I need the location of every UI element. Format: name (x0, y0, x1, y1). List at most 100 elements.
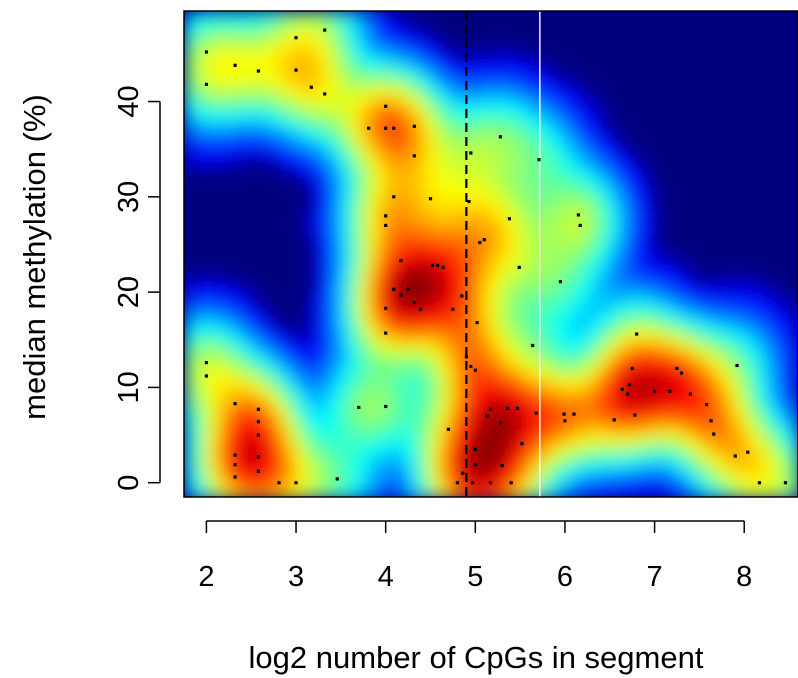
data-point (534, 411, 538, 415)
data-point (505, 406, 510, 410)
data-point (294, 481, 298, 485)
data-point (399, 259, 403, 263)
data-point (485, 414, 489, 418)
data-point (384, 104, 388, 108)
data-point (500, 463, 504, 468)
data-point (412, 301, 416, 305)
x-axis-title: log2 number of CpGs in segment (249, 640, 704, 675)
data-point (384, 223, 388, 228)
data-point (430, 263, 434, 268)
data-point (323, 28, 327, 32)
data-point (620, 387, 624, 391)
data-point (531, 343, 535, 348)
y-tick-label: 30 (113, 181, 145, 213)
data-point (612, 418, 616, 422)
data-point (563, 419, 567, 423)
plot-area (184, 11, 798, 497)
y-tick-label: 0 (113, 475, 145, 491)
data-point (460, 294, 464, 298)
data-point (488, 481, 493, 485)
data-point (473, 463, 477, 467)
data-point (406, 287, 410, 291)
data-point (473, 368, 477, 372)
data-point (498, 421, 503, 425)
data-point (367, 126, 371, 130)
data-point (635, 332, 639, 336)
data-point (446, 427, 451, 431)
data-point (712, 432, 716, 436)
data-point (626, 392, 630, 396)
data-point (384, 331, 388, 335)
data-point (399, 293, 403, 297)
data-point (704, 402, 709, 407)
y-tick-label: 40 (113, 85, 145, 117)
data-point (384, 404, 388, 409)
data-point (256, 407, 260, 411)
data-point (323, 92, 327, 96)
data-point (562, 412, 566, 416)
y-tick-label: 10 (113, 371, 145, 403)
data-point (537, 158, 541, 162)
data-point (520, 442, 524, 446)
reference-lines (465, 11, 541, 497)
data-point (233, 453, 237, 457)
plot-frame (183, 10, 798, 498)
data-point (384, 214, 388, 218)
data-point (256, 455, 260, 459)
data-point (412, 124, 416, 128)
y-axis: 0 10 20 30 40 (113, 85, 161, 491)
data-point (412, 154, 416, 158)
data-point (309, 85, 313, 89)
data-point (469, 151, 473, 155)
x-tick-label: 2 (198, 561, 214, 593)
data-point (471, 481, 475, 485)
data-point (630, 366, 634, 370)
data-point (464, 355, 468, 359)
data-point (204, 82, 209, 86)
data-point (746, 450, 750, 454)
x-tick-label: 3 (288, 561, 304, 593)
data-point (482, 238, 486, 242)
data-point (233, 463, 237, 467)
data-point (558, 280, 563, 284)
x-tick-label: 8 (736, 561, 752, 593)
data-point (392, 195, 396, 199)
data-point (392, 287, 396, 291)
x-tick-label: 4 (378, 561, 394, 593)
data-point (392, 126, 396, 130)
data-point (384, 126, 388, 130)
data-point (783, 481, 788, 485)
data-point (233, 63, 237, 67)
data-point (469, 364, 473, 369)
x-tick-label: 7 (647, 561, 663, 593)
data-point (627, 382, 632, 387)
data-point (675, 366, 679, 370)
data-point (441, 265, 445, 269)
data-point (419, 307, 423, 311)
data-point (652, 389, 657, 393)
data-point (256, 420, 260, 424)
data-point (473, 447, 477, 451)
x-axis: 2 3 4 5 6 7 8 (198, 520, 752, 593)
data-point (294, 36, 298, 40)
data-point (679, 371, 684, 375)
data-point (233, 475, 237, 479)
data-point (576, 213, 580, 217)
data-point (294, 68, 298, 72)
data-point (256, 69, 260, 73)
data-point (384, 306, 388, 310)
data-point (475, 321, 479, 325)
data-point (428, 197, 433, 201)
data-point (461, 471, 465, 475)
data-point (733, 454, 737, 458)
data-point (509, 481, 513, 485)
data-points (204, 28, 788, 485)
data-point (256, 433, 260, 437)
data-point (517, 265, 521, 269)
data-point (633, 413, 637, 417)
data-point (507, 217, 511, 221)
y-axis-title: median methylation (%) (17, 94, 52, 420)
data-point (498, 135, 503, 139)
data-point (277, 481, 281, 485)
